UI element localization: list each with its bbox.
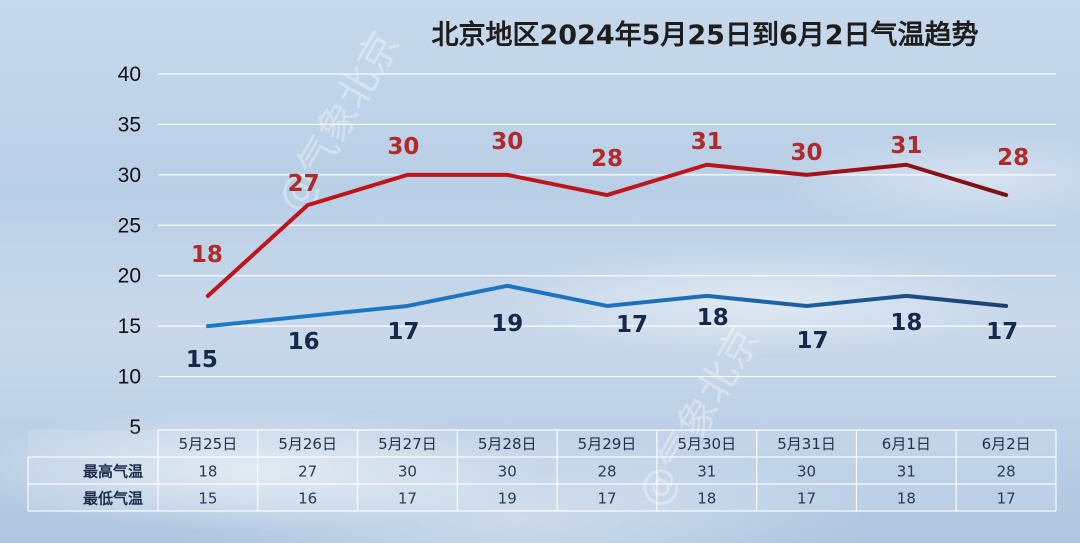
table-cell: 19 [498, 490, 517, 508]
table-cell: 18 [897, 490, 916, 508]
data-label-low: 17 [387, 319, 419, 345]
table-cell: 30 [398, 463, 417, 481]
x-tick-label: 5月30日 [677, 435, 736, 453]
data-labels-high: 18 27 30 30 28 31 30 31 28 [191, 129, 1029, 268]
data-label-low: 17 [797, 328, 829, 354]
y-tick-label: 35 [118, 113, 141, 136]
table-cell: 28 [997, 463, 1016, 481]
table-cell: 28 [597, 463, 616, 481]
legend-label: 最低气温 [83, 490, 143, 508]
y-tick-label: 30 [118, 164, 141, 187]
x-tick-label: 5月27日 [378, 435, 437, 453]
x-tick-label: 5月25日 [179, 435, 238, 453]
x-tick-label: 5月26日 [278, 435, 337, 453]
table-cell: 17 [797, 490, 816, 508]
chart-title: 北京地区2024年5月25日到6月2日气温趋势 [431, 19, 978, 51]
y-tick-label: 15 [118, 315, 141, 338]
x-tick-label: 6月2日 [982, 435, 1031, 453]
data-label-low: 18 [697, 305, 729, 331]
x-tick-label: 5月29日 [578, 435, 637, 453]
x-tick-label: 6月1日 [882, 435, 931, 453]
x-tick-label: 5月28日 [478, 435, 537, 453]
data-table: 5月25日 5月26日 5月27日 5月28日 5月29日 5月30日 5月31日 6月1日 6… [27, 429, 1057, 512]
y-tick-label: 40 [118, 63, 141, 86]
y-axis-ticks: 5 10 15 20 25 30 35 40 [118, 63, 141, 439]
data-label-high: 27 [288, 171, 320, 197]
table-cell: 30 [498, 463, 517, 481]
table-cell: 30 [797, 463, 816, 481]
table-cell: 18 [198, 463, 217, 481]
data-label-low: 19 [491, 311, 523, 337]
data-label-low: 17 [986, 319, 1018, 345]
data-label-low: 15 [186, 347, 218, 373]
y-tick-label: 25 [118, 214, 141, 237]
data-label-high: 30 [491, 129, 523, 155]
data-label-high: 28 [997, 145, 1029, 171]
data-label-high: 28 [591, 146, 623, 172]
table-cell: 18 [697, 490, 716, 508]
series-line-high [205, 162, 1009, 298]
data-label-high: 30 [387, 134, 419, 160]
data-label-low: 17 [616, 312, 648, 338]
table-background [28, 430, 1056, 511]
data-label-low: 18 [890, 310, 922, 336]
legend-label: 最高气温 [83, 463, 143, 481]
table-cell: 31 [697, 463, 716, 481]
y-tick-label: 5 [129, 416, 141, 439]
table-cell: 27 [298, 463, 317, 481]
x-tick-label: 5月31日 [777, 435, 836, 453]
data-labels-low: 15 16 17 19 17 18 17 18 17 [186, 305, 1018, 373]
y-tick-label: 20 [118, 265, 141, 288]
y-tick-label: 10 [118, 366, 141, 389]
table-cell: 15 [198, 490, 217, 508]
data-label-low: 16 [288, 329, 320, 355]
data-label-high: 18 [191, 242, 223, 268]
table-cell: 17 [398, 490, 417, 508]
table-cell: 17 [597, 490, 616, 508]
gridlines [158, 73, 1056, 378]
table-cell: 31 [897, 463, 916, 481]
series-line-low [205, 283, 1009, 329]
data-label-high: 31 [890, 133, 922, 159]
table-cell: 17 [997, 490, 1016, 508]
data-label-high: 31 [691, 129, 723, 155]
table-cell: 16 [298, 490, 317, 508]
data-label-high: 30 [791, 140, 823, 166]
